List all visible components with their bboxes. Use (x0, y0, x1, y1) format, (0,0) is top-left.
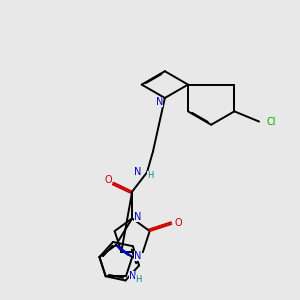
Text: Cl: Cl (266, 117, 276, 127)
Text: H: H (135, 275, 142, 284)
Text: O: O (104, 175, 112, 185)
Text: N: N (134, 250, 142, 260)
Text: N: N (156, 97, 163, 106)
Text: O: O (174, 218, 182, 228)
Text: N: N (129, 271, 136, 281)
Text: N: N (134, 212, 141, 222)
Text: H: H (147, 171, 154, 180)
Text: N: N (134, 167, 142, 177)
